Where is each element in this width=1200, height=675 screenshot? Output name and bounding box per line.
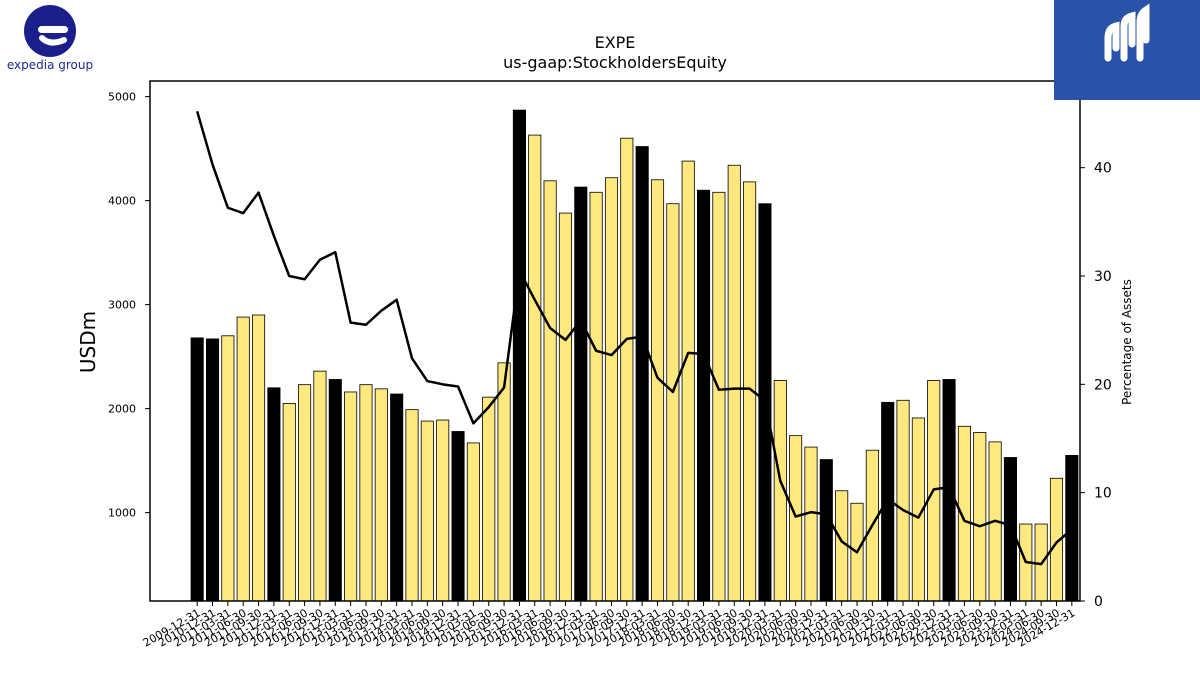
y2-tick-label: 0 — [1094, 594, 1103, 610]
expedia-group-logo-text: expedia group — [6, 58, 94, 72]
bar-2024-12-31 — [1065, 454, 1079, 602]
line-layer — [195, 110, 1073, 566]
bar-2015-09-30 — [497, 362, 511, 602]
y2-tick-label: 10 — [1094, 486, 1112, 502]
y-tick-label: 1000 — [108, 507, 136, 520]
bar-2009-12-31 — [190, 337, 204, 602]
bar-2017-12-31 — [635, 146, 649, 602]
bar-2020-12-31 — [819, 459, 833, 602]
axes-layer: 100020003000400050000102030402009-12-312… — [108, 80, 1112, 650]
y-tick-label: 2000 — [108, 403, 136, 416]
bar-2023-12-31 — [1003, 457, 1017, 602]
bar-2020-09-30 — [804, 446, 818, 602]
bar-2018-03-31 — [650, 179, 665, 602]
bar-2014-12-31 — [451, 431, 465, 602]
plot-frame — [149, 80, 1081, 602]
chart-title: EXPE — [595, 33, 636, 52]
bar-2023-06-30 — [973, 432, 987, 602]
bar-2015-06-30 — [482, 396, 496, 602]
bar-2013-09-30 — [374, 388, 388, 602]
bar-2013-03-31 — [344, 391, 358, 602]
midgard-finance-logo — [1054, 0, 1200, 100]
bar-2010-12-31 — [205, 338, 220, 602]
y-tick-label: 3000 — [108, 299, 136, 312]
bars-layer — [190, 109, 1079, 602]
bar-2017-06-30 — [604, 177, 619, 602]
bar-2020-06-30 — [789, 435, 803, 602]
bar-2018-12-31 — [697, 189, 711, 602]
bar-2014-03-31 — [405, 409, 419, 602]
y2-tick-label: 20 — [1094, 377, 1112, 393]
bar-2011-09-30 — [252, 314, 266, 602]
bar-2016-03-31 — [528, 134, 542, 602]
chart-subtitle: us-gaap:StockholdersEquity — [503, 53, 727, 72]
bar-2016-12-31 — [574, 186, 588, 602]
bar-2012-12-31 — [328, 379, 342, 602]
bar-2011-03-31 — [221, 335, 235, 602]
bar-2011-12-31 — [267, 387, 281, 602]
midgard-finance-logo-text: MIDGARD FINANCE — [9, 69, 137, 83]
bar-2012-06-30 — [298, 384, 312, 602]
bar-2019-03-31 — [712, 191, 726, 602]
bar-2013-06-30 — [359, 384, 373, 602]
bar-2015-03-31 — [466, 442, 480, 602]
bar-2012-03-31 — [282, 402, 296, 602]
bar-2012-09-30 — [313, 370, 327, 602]
bar-2018-06-30 — [666, 203, 680, 602]
expedia-group-logo — [4, 4, 96, 78]
bar-2018-09-30 — [681, 160, 695, 602]
bar-2013-12-31 — [390, 393, 404, 602]
bar-2017-03-31 — [589, 191, 603, 602]
y2-tick-label: 30 — [1094, 269, 1112, 285]
percentage-of-assets-line — [195, 110, 1073, 566]
y2-tick-label: 40 — [1094, 161, 1112, 177]
bar-2014-09-30 — [436, 419, 450, 602]
bar-2016-09-30 — [558, 212, 572, 602]
bar-2016-06-30 — [543, 180, 557, 602]
expedia-e-icon — [24, 5, 76, 57]
y-tick-label: 4000 — [108, 195, 136, 208]
bar-2015-12-31 — [512, 109, 526, 602]
midgard-mark-icon — [1104, 3, 1150, 62]
bar-2017-09-30 — [620, 137, 634, 602]
y-axis-label: USDm — [76, 311, 100, 373]
y2-axis-label: Percentage of Assets — [1120, 279, 1134, 405]
bar-2014-06-30 — [420, 420, 434, 602]
bar-2011-06-30 — [236, 316, 250, 602]
bar-2019-06-30 — [727, 164, 741, 602]
bar-2022-03-31 — [896, 399, 910, 602]
y-tick-label: 5000 — [108, 91, 136, 104]
